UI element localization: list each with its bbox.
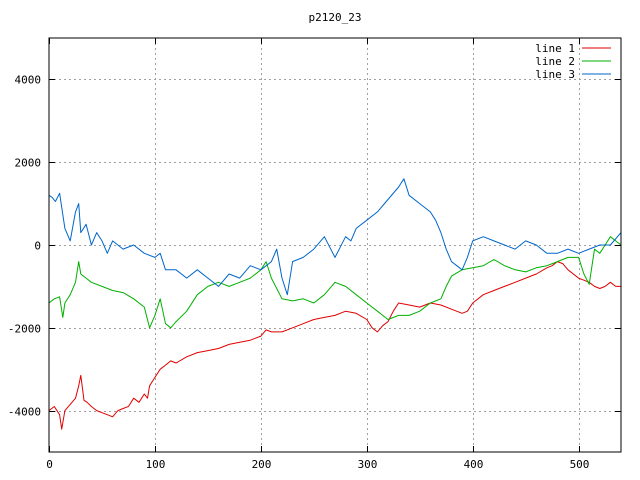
x-tick-label: 300 xyxy=(358,458,378,471)
grid xyxy=(49,38,621,452)
x-tick-label: 0 xyxy=(46,458,53,471)
series-layer xyxy=(48,178,622,430)
x-tick-label: 500 xyxy=(570,458,590,471)
y-tick-label: 2000 xyxy=(15,157,42,170)
y-tick-label: -4000 xyxy=(8,406,41,419)
legend-label-1: line 1 xyxy=(535,42,575,55)
x-tick-label: 100 xyxy=(146,458,166,471)
series-line-2 xyxy=(48,236,622,329)
y-tick-label: -2000 xyxy=(8,323,41,336)
y-tick-label: 0 xyxy=(34,240,41,253)
chart-title: p2120_23 xyxy=(309,11,362,24)
y-tick-label: 4000 xyxy=(15,74,42,87)
x-tick-label: 400 xyxy=(464,458,484,471)
series-line-3 xyxy=(48,178,622,296)
legend-label-2: line 2 xyxy=(535,55,575,68)
axes: 0 100 200 300 400 500 -4000 -2000 0 2000 4000 xyxy=(8,38,621,471)
legend-label-3: line 3 xyxy=(535,68,575,81)
x-tick-label: 200 xyxy=(252,458,272,471)
series-line-1 xyxy=(48,261,621,430)
